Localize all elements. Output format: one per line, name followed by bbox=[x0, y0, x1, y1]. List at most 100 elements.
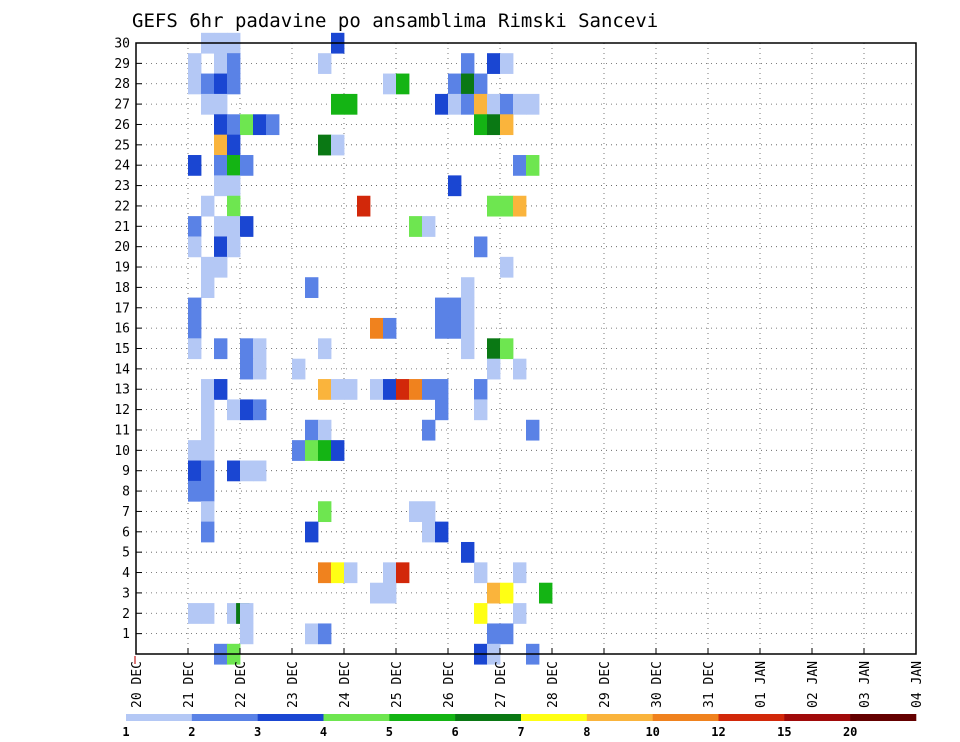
heatmap-cell bbox=[188, 73, 202, 95]
heatmap-cell bbox=[487, 114, 501, 136]
heatmap-cell bbox=[253, 358, 267, 380]
heatmap-cell bbox=[500, 195, 514, 217]
heatmap-cell bbox=[201, 419, 215, 441]
colorbar-label: 5 bbox=[386, 725, 393, 739]
colorbar-label: 12 bbox=[711, 725, 725, 739]
heatmap-cell bbox=[253, 460, 267, 482]
y-tick-label: 17 bbox=[114, 301, 130, 316]
heatmap-cell bbox=[201, 501, 215, 523]
heatmap-cell bbox=[292, 358, 306, 380]
heatmap-cell bbox=[409, 501, 423, 523]
heatmap-cell bbox=[227, 73, 241, 95]
heatmap-cell bbox=[240, 623, 254, 645]
heatmap-cell bbox=[305, 419, 319, 441]
x-tick-label: 22 DEC bbox=[234, 661, 249, 708]
heatmap-cell bbox=[253, 399, 267, 421]
colorbar-swatch bbox=[323, 714, 390, 721]
heatmap-cell bbox=[214, 155, 228, 176]
heatmap-cell bbox=[396, 379, 410, 400]
heatmap-cell bbox=[188, 53, 202, 74]
y-tick-label: 2 bbox=[122, 607, 130, 622]
heatmap-cell bbox=[305, 521, 319, 543]
y-tick-label: 18 bbox=[114, 281, 130, 296]
heatmap-cell bbox=[188, 216, 202, 237]
x-tick-label: 28 DEC bbox=[546, 661, 561, 708]
heatmap-cell bbox=[474, 379, 488, 400]
heatmap-cell bbox=[487, 338, 501, 360]
heatmap-cell bbox=[240, 155, 254, 176]
x-tick-label: 26 DEC bbox=[442, 661, 457, 708]
heatmap-cell bbox=[201, 73, 215, 95]
y-tick-label: 26 bbox=[114, 118, 130, 133]
heatmap-cell bbox=[383, 562, 397, 584]
heatmap-cell bbox=[513, 562, 527, 584]
x-tick-label: 02 JAN bbox=[806, 661, 821, 708]
heatmap-cell bbox=[357, 195, 371, 217]
heatmap-cell bbox=[214, 236, 228, 258]
x-tick-label: 31 DEC bbox=[702, 661, 717, 708]
heatmap-cell bbox=[500, 582, 514, 604]
colorbar-label: 10 bbox=[645, 725, 659, 739]
colorbar-swatch bbox=[586, 714, 653, 721]
heatmap-cell bbox=[292, 440, 306, 461]
colorbar-swatch bbox=[652, 714, 719, 721]
heatmap-cell bbox=[461, 53, 475, 74]
heatmap-cell bbox=[448, 73, 462, 95]
colorbar-label: 15 bbox=[777, 725, 791, 739]
x-tick-label: 03 JAN bbox=[858, 661, 873, 708]
heatmap-cell bbox=[227, 236, 241, 258]
chart-title: GEFS 6hr padavine po ansamblima Rimski S… bbox=[132, 10, 658, 32]
heatmap-cell bbox=[240, 603, 254, 624]
y-tick-label: 23 bbox=[114, 179, 130, 194]
heatmap-cell bbox=[188, 297, 202, 319]
heatmap-cell bbox=[435, 317, 449, 339]
heatmap-cell bbox=[201, 521, 215, 543]
heatmap-cell bbox=[318, 562, 332, 584]
heatmap-cell bbox=[526, 155, 540, 176]
colorbar-label: 6 bbox=[452, 725, 459, 739]
heatmap-cell bbox=[201, 480, 215, 502]
heatmap-cell bbox=[266, 114, 280, 136]
heatmap-cell bbox=[188, 236, 202, 258]
heatmap-cell bbox=[383, 73, 397, 95]
colorbar-swatch bbox=[126, 714, 193, 721]
heatmap-cell bbox=[435, 379, 449, 400]
heatmap-cell bbox=[500, 53, 514, 74]
heatmap-cell bbox=[461, 317, 475, 339]
heatmap-cell bbox=[513, 155, 527, 176]
y-tick-label: 7 bbox=[122, 505, 130, 520]
y-tick-label: 16 bbox=[114, 322, 130, 337]
heatmap-cell bbox=[474, 73, 488, 95]
y-tick-label: 1 bbox=[122, 627, 130, 642]
x-tick-label: 01 JAN bbox=[754, 661, 769, 708]
y-tick-label: 14 bbox=[114, 362, 130, 377]
heatmap-cell bbox=[214, 175, 228, 197]
heatmap-cell bbox=[240, 216, 254, 237]
heatmap-cell bbox=[318, 623, 332, 645]
x-tick-label: 27 DEC bbox=[494, 661, 509, 708]
heatmap-cell bbox=[201, 399, 215, 421]
heatmap-cell bbox=[318, 419, 332, 441]
heatmap-cell bbox=[461, 338, 475, 360]
y-tick-label: 22 bbox=[114, 199, 130, 214]
colorbar-swatch bbox=[521, 714, 588, 721]
heatmap-cell bbox=[513, 93, 527, 115]
heatmap-cell bbox=[461, 277, 475, 298]
x-tick-label: 23 DEC bbox=[286, 661, 301, 708]
heatmap-cell bbox=[526, 93, 540, 115]
heatmap-cell bbox=[344, 562, 358, 584]
heatmap-cell bbox=[474, 562, 488, 584]
heatmap-cell bbox=[318, 379, 332, 400]
heatmap-cell bbox=[253, 114, 267, 136]
heatmap-cell bbox=[188, 155, 202, 176]
heatmap-cell bbox=[448, 317, 462, 339]
heatmap-cell bbox=[318, 134, 332, 156]
heatmap-cell bbox=[227, 195, 241, 217]
heatmap-cell bbox=[201, 603, 215, 624]
heatmap-cell bbox=[513, 603, 527, 624]
heatmap-cell bbox=[422, 521, 436, 543]
heatmap-cell bbox=[435, 399, 449, 421]
y-tick-label: 9 bbox=[122, 464, 130, 479]
heatmap-cell bbox=[474, 114, 488, 136]
